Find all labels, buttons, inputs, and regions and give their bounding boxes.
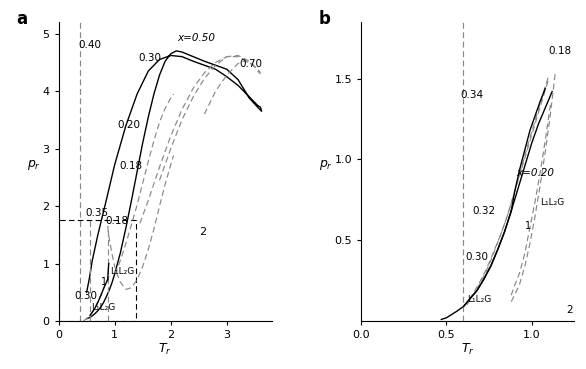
Text: 0.70: 0.70 <box>239 59 262 69</box>
Text: 0.34: 0.34 <box>460 90 483 100</box>
Text: L₁L₂G: L₁L₂G <box>91 303 115 311</box>
Text: 0.20: 0.20 <box>117 120 141 131</box>
X-axis label: $T_r$: $T_r$ <box>461 341 475 356</box>
Text: 0.32: 0.32 <box>472 206 495 216</box>
Text: 1: 1 <box>101 277 107 287</box>
Text: x=0.20: x=0.20 <box>516 168 554 177</box>
Text: L₁L₂G: L₁L₂G <box>110 267 134 276</box>
Text: L₁L₂G: L₁L₂G <box>467 294 491 304</box>
Text: 0.30: 0.30 <box>138 53 161 63</box>
Text: b: b <box>319 10 331 28</box>
Text: x=0.50: x=0.50 <box>178 32 216 42</box>
X-axis label: $T_r$: $T_r$ <box>158 341 172 356</box>
Text: 0.18: 0.18 <box>548 46 572 56</box>
Text: 0.18: 0.18 <box>119 161 142 171</box>
Text: L₁L₂G: L₁L₂G <box>540 198 564 207</box>
Y-axis label: $p_r$: $p_r$ <box>319 158 333 172</box>
Y-axis label: $p_r$: $p_r$ <box>27 158 41 172</box>
Text: 0.18: 0.18 <box>105 217 129 227</box>
Text: 2: 2 <box>565 305 573 315</box>
Text: 2: 2 <box>199 227 206 237</box>
Text: 0.40: 0.40 <box>78 40 101 50</box>
Text: a: a <box>16 10 27 28</box>
Text: 1: 1 <box>525 221 531 231</box>
Bar <box>59 220 136 321</box>
Text: 0.35: 0.35 <box>86 208 108 218</box>
Text: 0.30: 0.30 <box>74 291 97 301</box>
Text: 0.30: 0.30 <box>465 252 488 262</box>
